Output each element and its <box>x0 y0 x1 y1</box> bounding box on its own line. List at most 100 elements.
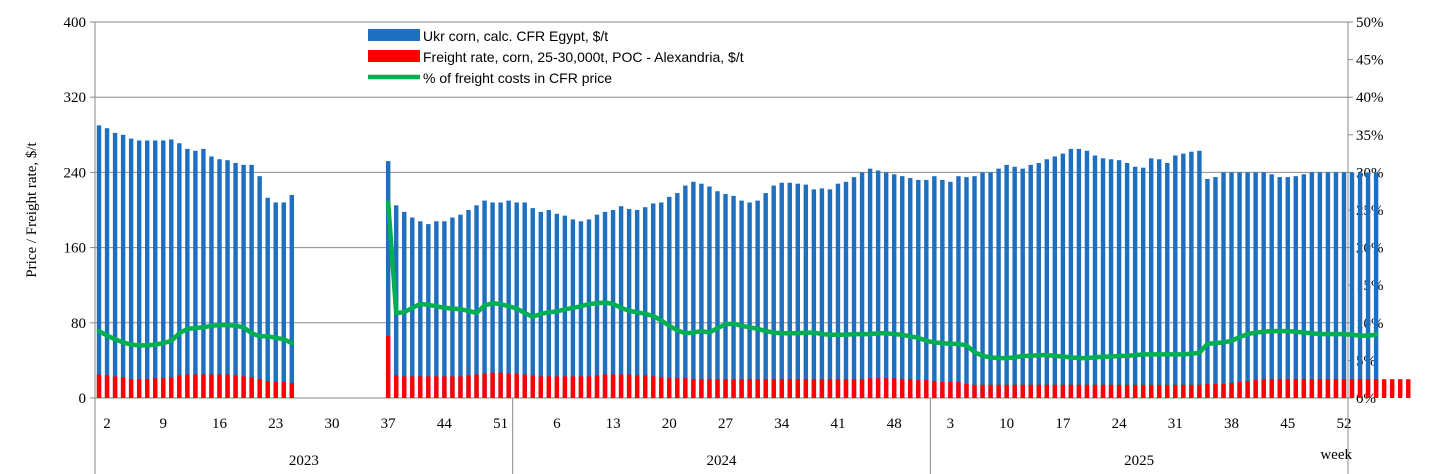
freight-bar <box>385 335 391 398</box>
cfr-bar <box>618 206 624 398</box>
cfr-bar <box>634 210 640 398</box>
freight-bar <box>1076 384 1082 398</box>
x-tick-label: 37 <box>381 416 397 432</box>
cfr-bar <box>1020 168 1025 398</box>
cfr-bar <box>128 138 134 398</box>
freight-bar <box>634 375 640 398</box>
cfr-bar <box>1357 172 1363 398</box>
cfr-bar <box>707 186 712 398</box>
cfr-bar <box>988 172 993 398</box>
freight-bar <box>1108 384 1114 398</box>
cfr-bar <box>731 195 736 398</box>
freight-bar <box>755 379 760 398</box>
cfr-bar <box>779 182 784 398</box>
freight-bar <box>699 379 704 398</box>
freight-bar <box>715 379 720 398</box>
cfr-bar <box>755 200 760 398</box>
cfr-bar <box>891 174 897 398</box>
freight-bar <box>120 377 126 398</box>
cfr-bar <box>683 185 688 398</box>
legend-label-freight: Freight rate, corn, 25-30,000t, POC - Al… <box>423 49 744 65</box>
cfr-bar <box>875 170 881 398</box>
freight-bar <box>651 376 656 398</box>
freight-bar <box>241 376 246 398</box>
y-tick-label: 160 <box>64 241 87 257</box>
cfr-bar <box>506 200 511 398</box>
freight-bar <box>1205 383 1210 398</box>
freight-bar <box>940 382 945 398</box>
cfr-bar <box>1157 159 1162 398</box>
cfr-bar <box>771 185 776 398</box>
cfr-bar <box>642 207 648 398</box>
cfr-bar <box>1076 148 1082 398</box>
cfr-bar <box>699 183 704 398</box>
cfr-bar <box>659 202 664 398</box>
cfr-bar <box>1373 172 1379 398</box>
cfr-bar <box>434 221 439 398</box>
freight-bar <box>144 379 150 398</box>
freight-bar <box>1116 384 1122 398</box>
cfr-bar <box>1309 172 1315 398</box>
cfr-bar <box>193 150 198 398</box>
x-tick-label: 41 <box>830 416 845 432</box>
x-tick-label: 13 <box>606 416 621 432</box>
y2-tick-label: 50% <box>1356 15 1384 31</box>
x-tick-label: 51 <box>493 416 508 432</box>
freight-bar <box>747 379 752 398</box>
freight-bar <box>506 373 511 398</box>
freight-bar <box>594 375 600 398</box>
freight-bar <box>883 378 889 398</box>
legend-label-cfr: Ukr corn, calc. CFR Egypt, $/t <box>423 28 608 44</box>
freight-bar <box>803 379 809 398</box>
freight-bar <box>875 378 881 398</box>
freight-bar <box>586 376 592 398</box>
cfr-bar <box>1044 159 1050 398</box>
cfr-bar <box>924 179 929 398</box>
cfr-bar <box>144 140 150 398</box>
year-label: 2023 <box>289 453 319 469</box>
cfr-bar <box>763 193 768 398</box>
freight-bar <box>1269 379 1274 398</box>
x-tick-label: 52 <box>1336 416 1351 432</box>
freight-bar <box>402 376 407 398</box>
freight-bar <box>1293 379 1299 398</box>
y2-tick-label: 40% <box>1356 90 1384 106</box>
freight-bar <box>273 382 278 398</box>
cfr-bar <box>843 181 849 398</box>
freight-bar <box>1301 379 1307 398</box>
x-tick-label: 3 <box>947 416 955 432</box>
freight-bar <box>739 379 744 398</box>
freight-bar <box>1165 384 1170 398</box>
x-tick-label: 27 <box>718 416 734 432</box>
x-tick-label: 2 <box>103 416 111 432</box>
cfr-bar <box>1277 177 1282 398</box>
freight-bar <box>578 376 584 398</box>
cfr-bar <box>1173 155 1178 398</box>
year-label: 2025 <box>1124 453 1154 469</box>
legend-swatch-cfr <box>368 29 420 41</box>
cfr-bar <box>908 178 913 398</box>
cfr-bar <box>217 159 222 398</box>
freight-bar <box>1052 384 1058 398</box>
freight-bar <box>265 381 270 398</box>
freight-bar <box>546 376 552 398</box>
cfr-bar <box>257 176 262 398</box>
cfr-bar <box>1333 172 1339 398</box>
cfr-bar <box>811 189 817 398</box>
cfr-bar <box>265 197 270 398</box>
freight-bar <box>434 376 439 398</box>
freight-bar <box>281 382 286 398</box>
freight-bar <box>1221 383 1226 398</box>
freight-bar <box>217 374 222 398</box>
freight-bar <box>1197 384 1202 398</box>
freight-bar <box>731 379 736 398</box>
cfr-bar <box>498 202 503 398</box>
freight-bar <box>257 379 262 398</box>
freight-bar <box>1181 384 1186 398</box>
cfr-bar <box>626 209 632 398</box>
freight-bar <box>996 384 1001 398</box>
freight-bar <box>498 372 503 398</box>
cfr-bar <box>1317 172 1323 398</box>
freight-bar <box>1325 379 1331 398</box>
